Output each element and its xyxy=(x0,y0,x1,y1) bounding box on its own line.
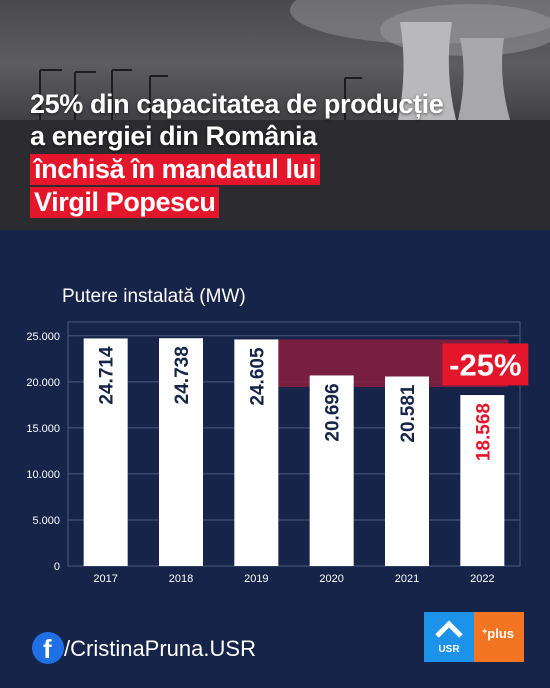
plus-logo-text: +plus xyxy=(482,626,514,641)
bar-value-label: 20.696 xyxy=(323,383,344,441)
bar xyxy=(309,375,354,566)
bar xyxy=(234,339,279,566)
x-tick-label: 2019 xyxy=(244,573,268,585)
hero-banner: 25% din capacitatea de producție a energ… xyxy=(0,0,550,230)
bar xyxy=(83,338,128,566)
facebook-icon[interactable]: f xyxy=(32,632,64,664)
chart-title: Putere instalată (MW) xyxy=(62,286,246,307)
y-tick-label: 0 xyxy=(54,561,60,573)
headline-line-3: închisă în mandatul lui xyxy=(30,154,320,185)
usr-logo-text: USR xyxy=(438,644,460,655)
bar-value-label: 20.581 xyxy=(398,384,419,443)
x-tick-label: 2020 xyxy=(319,573,343,585)
facebook-handle[interactable]: /CristinaPruna.USR xyxy=(64,636,256,661)
plus-logo-word: plus xyxy=(487,626,514,641)
y-tick-label: 25.000 xyxy=(26,331,60,343)
bar-value-label: 24.738 xyxy=(172,346,193,404)
headline-line-4: Virgil Popescu xyxy=(30,187,220,218)
bar xyxy=(460,395,505,566)
x-tick-label: 2022 xyxy=(470,573,494,585)
x-tick-label: 2021 xyxy=(395,573,419,585)
y-tick-label: 5.000 xyxy=(32,515,60,527)
x-tick-label: 2018 xyxy=(169,573,193,585)
bar-value-label: 24.605 xyxy=(247,347,268,406)
plus-logo: +plus xyxy=(474,612,524,662)
headline-line-1: 25% din capacitatea de producție xyxy=(30,89,444,119)
percent-badge-label: -25% xyxy=(449,347,521,382)
facebook-letter: f xyxy=(43,634,52,664)
y-tick-label: 20.000 xyxy=(26,377,60,389)
headline-line-2: a energiei din România xyxy=(30,121,317,151)
bar-value-label: 24.714 xyxy=(97,346,118,405)
bar-value-label: 18.568 xyxy=(473,403,494,461)
bar xyxy=(385,376,429,566)
x-tick-label: 2017 xyxy=(93,573,117,585)
usr-logo: USR xyxy=(424,612,474,662)
usr-arrow-icon xyxy=(435,620,463,638)
headline: 25% din capacitatea de producție a energ… xyxy=(30,88,535,218)
y-tick-label: 10.000 xyxy=(26,469,60,481)
y-tick-label: 15.000 xyxy=(26,423,60,435)
plus-logo-sup: + xyxy=(482,626,488,636)
percent-badge xyxy=(442,343,529,386)
bar xyxy=(159,338,203,566)
